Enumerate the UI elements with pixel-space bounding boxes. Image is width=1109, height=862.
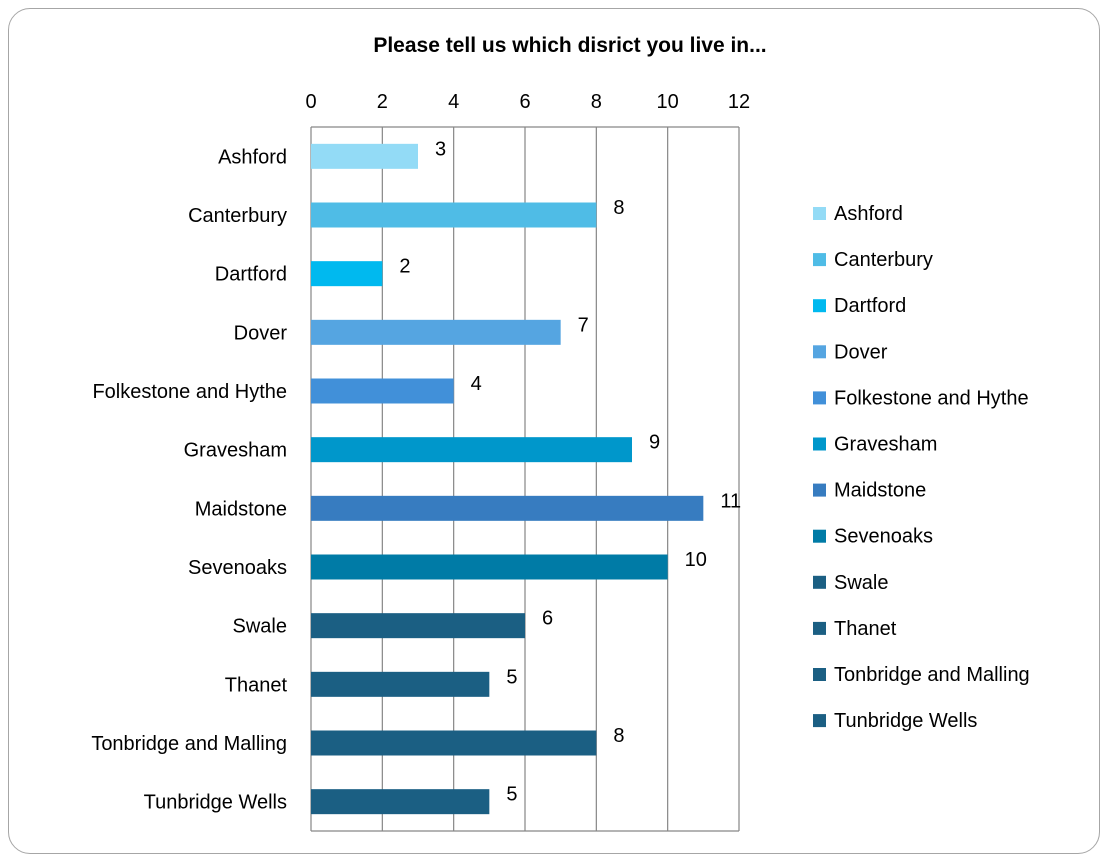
category-label: Folkestone and Hythe <box>92 381 287 403</box>
bar <box>311 437 632 463</box>
data-label: 11 <box>720 490 741 512</box>
gridlines <box>310 126 740 832</box>
x-tick-label: 0 <box>305 91 316 113</box>
legend-entry: Dartford <box>834 295 906 317</box>
legend-swatch <box>813 207 826 220</box>
category-label: Sevenoaks <box>188 557 287 579</box>
data-label: 6 <box>542 608 553 630</box>
category-label: Dartford <box>215 264 287 286</box>
bar <box>311 730 597 756</box>
legend-swatch <box>813 529 826 543</box>
x-tick-label: 4 <box>448 91 459 113</box>
data-label: 2 <box>399 256 410 278</box>
data-labels: 3 8 2 7 4 9 11 10 6 5 8 5 <box>399 138 741 805</box>
legend: Ashford Canterbury Dartford Dover Folkestone… <box>813 203 1030 732</box>
bar <box>311 143 418 169</box>
legend-swatch <box>813 437 826 451</box>
legend-swatch <box>813 483 826 497</box>
x-tick-label: 2 <box>377 91 388 113</box>
x-tick-label: 10 <box>657 91 679 113</box>
data-label: 4 <box>471 373 482 395</box>
legend-entry: Sevenoaks <box>834 526 933 548</box>
legend-swatch <box>813 345 826 359</box>
chart-title: Please tell us which disrict you live in… <box>373 34 767 57</box>
chart-frame <box>8 8 1100 854</box>
category-labels: Ashford Canterbury Dartford Dover Folkestone… <box>91 146 287 813</box>
data-label: 3 <box>435 138 446 160</box>
bar <box>311 671 490 697</box>
x-tick-label: 8 <box>591 91 602 113</box>
legend-entry: Folkestone and Hythe <box>834 387 1029 409</box>
data-label: 7 <box>578 314 589 336</box>
bar <box>311 202 597 228</box>
bar <box>311 319 561 345</box>
data-label: 9 <box>649 432 660 454</box>
category-label: Ashford <box>218 146 287 168</box>
legend-entry: Maidstone <box>834 480 926 502</box>
data-label: 5 <box>506 784 517 806</box>
legend-entry: Dover <box>834 341 888 363</box>
legend-swatch <box>813 391 826 405</box>
x-tick-label: 6 <box>519 91 530 113</box>
data-label: 5 <box>506 666 517 688</box>
legend-entry: Thanet <box>834 618 897 640</box>
legend-swatch <box>813 668 826 681</box>
category-label: Swale <box>233 616 287 638</box>
legend-swatch <box>813 575 826 589</box>
category-label: Canterbury <box>188 205 287 227</box>
data-label: 8 <box>613 197 624 219</box>
bar <box>311 495 704 521</box>
legend-entry: Tonbridge and Malling <box>834 664 1030 686</box>
x-tick-label: 12 <box>728 91 750 113</box>
data-label: 8 <box>613 725 624 747</box>
legend-entry: Swale <box>834 572 888 594</box>
category-label: Maidstone <box>195 498 287 520</box>
bar <box>311 261 383 287</box>
legend-entry: Canterbury <box>834 249 933 271</box>
category-label: Thanet <box>225 674 288 696</box>
bar <box>311 378 454 404</box>
category-label: Gravesham <box>184 440 287 462</box>
category-label: Tunbridge Wells <box>144 792 287 814</box>
legend-swatch <box>813 714 826 728</box>
bar <box>311 613 525 639</box>
legend-entry: Ashford <box>834 203 903 225</box>
legend-entry: Gravesham <box>834 434 937 456</box>
legend-swatch <box>813 253 826 267</box>
category-label: Tonbridge and Malling <box>91 733 287 755</box>
legend-swatch <box>813 299 826 313</box>
bar <box>311 554 668 580</box>
bar <box>311 789 490 815</box>
bars <box>311 143 704 815</box>
x-axis-ticks: 0 2 4 6 8 10 12 <box>305 91 750 113</box>
legend-swatch <box>813 621 826 635</box>
category-label: Dover <box>234 322 288 344</box>
legend-entry: Tunbridge Wells <box>834 710 977 732</box>
data-label: 10 <box>685 549 707 571</box>
